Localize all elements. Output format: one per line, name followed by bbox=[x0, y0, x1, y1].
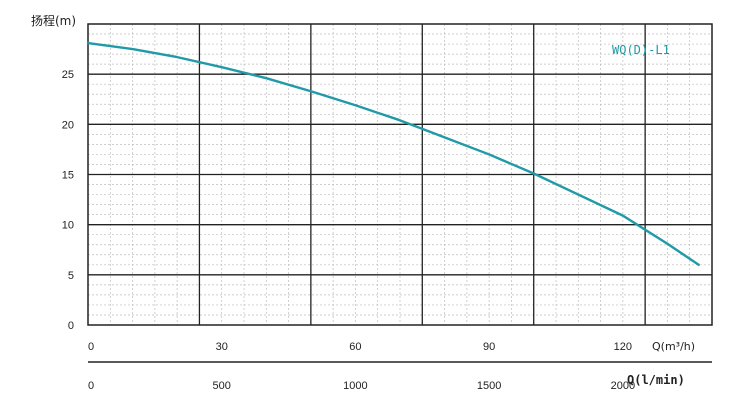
x-axis-label: Q(m³/h) bbox=[652, 340, 695, 353]
x-tick-label: 0 bbox=[88, 341, 94, 353]
secondary-x-tick-label: 1500 bbox=[477, 380, 501, 392]
minor-grid bbox=[88, 24, 713, 325]
y-tick-label: 20 bbox=[62, 119, 74, 131]
x-axis-ticks: 0 30 60 90 120 bbox=[88, 341, 632, 353]
secondary-x-axis-label: Q(l/min) bbox=[627, 373, 685, 387]
y-tick-label: 25 bbox=[62, 69, 74, 81]
y-axis-ticks: 0 5 10 15 20 25 bbox=[62, 69, 74, 332]
x-tick-label: 30 bbox=[216, 341, 228, 353]
y-tick-label: 5 bbox=[68, 270, 74, 282]
y-tick-label: 10 bbox=[62, 220, 74, 232]
major-grid bbox=[88, 24, 712, 325]
secondary-x-axis-ticks: 0 500 1000 1500 2000 bbox=[88, 380, 635, 392]
series-name-label: WQ(D)-L1 bbox=[612, 43, 670, 57]
x-tick-label: 120 bbox=[614, 341, 632, 353]
plot-frame bbox=[87, 23, 713, 326]
secondary-x-tick-label: 2000 bbox=[611, 380, 635, 392]
series-layer: WQ(D)-L1 bbox=[86, 41, 700, 266]
x-tick-label: 90 bbox=[483, 341, 495, 353]
y-tick-label: 0 bbox=[68, 320, 74, 332]
y-axis-label: 扬程(m) bbox=[31, 13, 76, 28]
secondary-x-tick-label: 0 bbox=[88, 380, 94, 392]
x-tick-label: 60 bbox=[349, 341, 361, 353]
series-line bbox=[86, 41, 700, 266]
y-tick-label: 15 bbox=[62, 170, 74, 182]
secondary-x-tick-label: 1000 bbox=[343, 380, 367, 392]
secondary-x-tick-label: 500 bbox=[213, 380, 231, 392]
